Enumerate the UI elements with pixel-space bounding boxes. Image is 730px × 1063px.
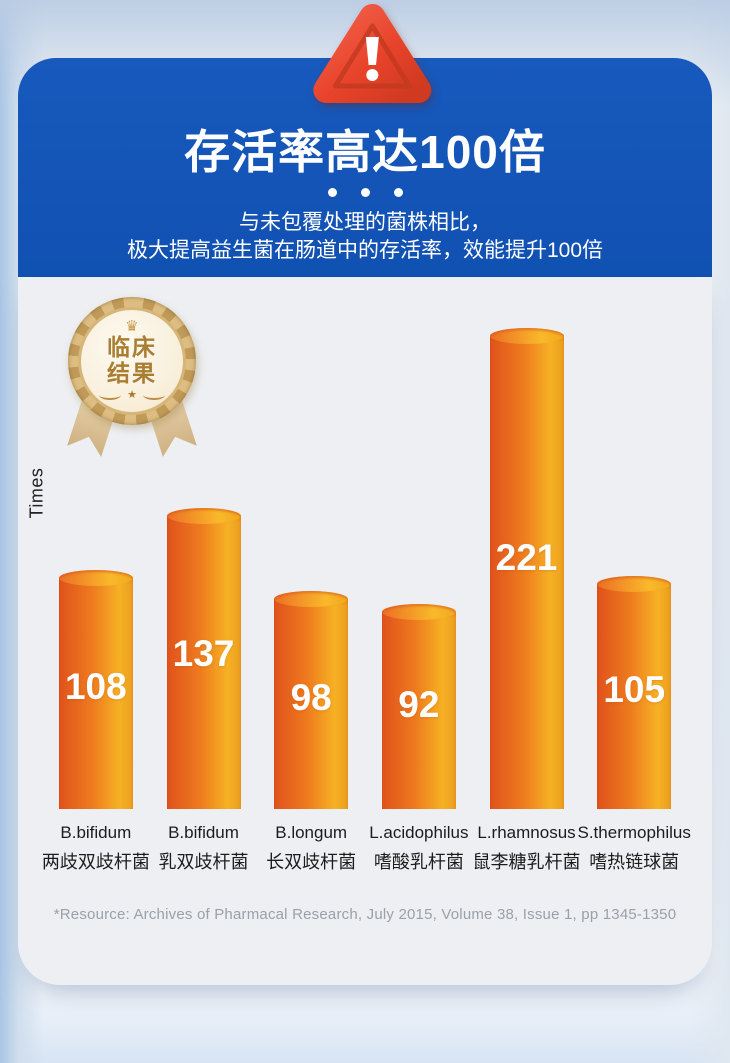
bar-value-label: 221 [495,537,558,579]
bar-column: 108 B.bifidum 两歧双歧杆菌 [42,333,150,874]
crown-icon: ♛ [125,318,139,335]
category-label-chinese: 嗜酸乳杆菌 [373,852,464,872]
laurel-decoration: ★ [99,389,165,401]
clinical-result-badge: ♛ 临床 结果 ★ [50,293,214,469]
star-icon: ★ [127,389,137,401]
subtitle-line-1: 与未包覆处理的菌株相比， [239,211,491,234]
bar-column: 98 B.longum 长双歧杆菌 [257,333,365,874]
category-label-latin: S.thermophilus [577,823,691,842]
bar-value-label: 98 [290,676,332,718]
bar-value-label: 137 [172,632,235,674]
category-label-latin: B.bifidum [168,823,239,842]
dot-icon [327,188,337,197]
category-label-chinese: 两歧双歧杆菌 [41,852,150,872]
category-label-latin: L.acidophilus [369,823,469,842]
bar: 92 [381,604,456,809]
category-label-latin: L.rhamnosus [477,823,576,842]
badge-text-line1: 临床 [107,334,157,360]
bar-column: 92 L.acidophilus 嗜酸乳杆菌 [365,333,473,874]
bar: 221 [489,328,564,809]
subtitle-line-2: 极大提高益生菌在肠道中的存活率，效能提升100倍 [126,239,604,262]
bar-value-label: 108 [64,665,127,707]
bar: 98 [274,591,349,809]
category-label-chinese: 嗜热链球菌 [589,852,680,872]
category-label-latin: B.longum [275,823,348,842]
category-label-chinese: 长双歧杆菌 [266,852,357,872]
dots-divider [18,188,712,197]
bar-column: 137 B.bifidum 乳双歧杆菌 [150,333,258,874]
badge-text-line2: 结果 [107,360,157,386]
bar-chart: 108 B.bifidum 两歧双歧杆菌 137 B.bifidum 乳双歧杆菌 98 B.l… [42,328,691,874]
bar-column: 221 L.rhamnosus 鼠李糖乳杆菌 [472,328,581,874]
bar: 108 [58,570,133,809]
bar: 105 [597,576,672,809]
warning-triangle-icon [313,4,432,103]
bar-value-label: 105 [603,668,666,710]
laurel-left-icon [99,390,122,400]
category-label-chinese: 乳双歧杆菌 [158,852,249,872]
dot-icon [360,188,370,197]
header-subtitle: 与未包覆处理的菌株相比， 极大提高益生菌在肠道中的存活率，效能提升100倍 [18,209,712,265]
category-label-latin: B.bifidum [60,823,132,842]
laurel-right-icon [142,390,165,400]
bar-value-label: 92 [398,683,440,725]
page-title: 存活率高达100倍 [184,126,546,178]
bar-column: 105 S.thermophilus 嗜热链球菌 [577,333,691,874]
chart-panel: ♛ 临床 结果 ★ Times 108 B.bifidum 两歧双歧杆菌 137 B.b… [18,277,712,985]
bar: 137 [166,508,241,809]
resource-footnote: *Resource: Archives of Pharmacal Researc… [53,906,677,923]
category-label-chinese: 鼠李糖乳杆菌 [472,852,581,872]
dot-icon [393,188,403,197]
gold-medal: ♛ 临床 结果 ★ [68,297,196,425]
